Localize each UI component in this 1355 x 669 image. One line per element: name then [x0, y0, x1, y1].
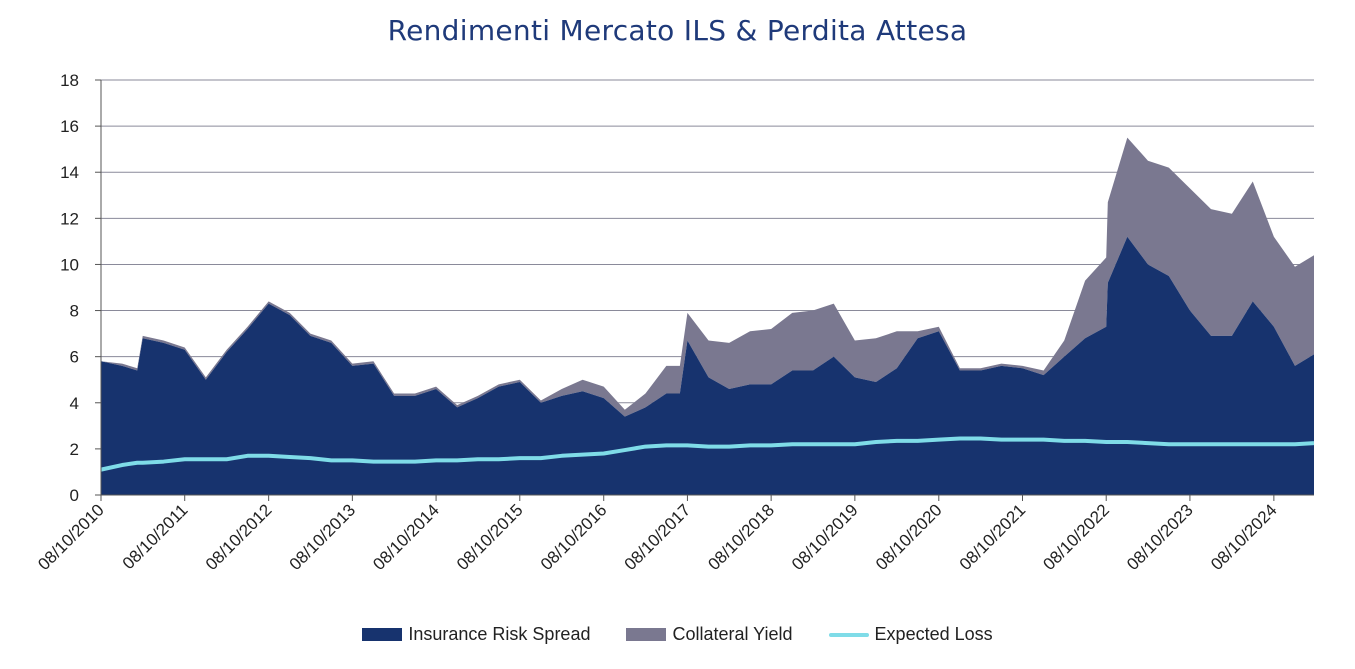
- x-tick-label: 08/10/2018: [704, 500, 778, 574]
- y-tick-label: 2: [70, 440, 79, 459]
- y-tick-label: 8: [70, 302, 79, 321]
- chart-title: Rendimenti Mercato ILS & Perdita Attesa: [387, 14, 968, 47]
- legend-item-insurance-risk-spread: Insurance Risk Spread: [362, 624, 590, 645]
- legend-label-expected-loss: Expected Loss: [874, 624, 993, 644]
- legend-swatch-insurance-risk-spread: [362, 628, 403, 641]
- x-tick-label: 08/10/2024: [1207, 500, 1281, 574]
- legend-label-collateral-yield: Collateral Yield: [672, 624, 793, 644]
- x-tick-label: 08/10/2020: [872, 500, 946, 574]
- x-tick-label: 08/10/2010: [34, 500, 108, 574]
- legend-swatch-collateral-yield: [626, 628, 667, 641]
- y-tick-label: 4: [70, 394, 79, 413]
- x-tick-label: 08/10/2021: [956, 500, 1030, 574]
- legend-label-insurance-risk-spread: Insurance Risk Spread: [408, 624, 591, 644]
- x-tick-label: 08/10/2014: [369, 500, 443, 574]
- legend: Insurance Risk Spread Collateral Yield E…: [0, 624, 1355, 645]
- y-tick-label: 14: [60, 163, 79, 182]
- y-tick-label: 0: [70, 486, 79, 505]
- x-tick-label: 08/10/2017: [621, 500, 695, 574]
- area-insurance-risk-spread: [101, 236, 1314, 495]
- y-tick-label: 12: [60, 209, 79, 228]
- x-tick-label: 08/10/2015: [453, 500, 527, 574]
- legend-item-collateral-yield: Collateral Yield: [626, 624, 793, 645]
- y-tick-label: 16: [60, 117, 79, 136]
- x-tick-label: 08/10/2012: [202, 500, 276, 574]
- y-tick-label: 6: [70, 348, 79, 367]
- area-collateral-yield: [101, 137, 1314, 417]
- line-expected-loss: [100, 436, 1315, 472]
- legend-item-expected-loss: Expected Loss: [828, 624, 993, 645]
- x-tick-label: 08/10/2011: [119, 500, 192, 573]
- y-tick-label: 10: [60, 255, 79, 274]
- x-tick-label: 08/10/2022: [1039, 500, 1113, 574]
- x-tick-label: 08/10/2023: [1123, 500, 1197, 574]
- legend-swatch-expected-loss: [828, 632, 869, 637]
- x-tick-label: 08/10/2019: [788, 500, 862, 574]
- x-tick-label: 08/10/2016: [537, 500, 611, 574]
- x-tick-label: 08/10/2013: [286, 500, 360, 574]
- y-tick-label: 18: [60, 71, 79, 90]
